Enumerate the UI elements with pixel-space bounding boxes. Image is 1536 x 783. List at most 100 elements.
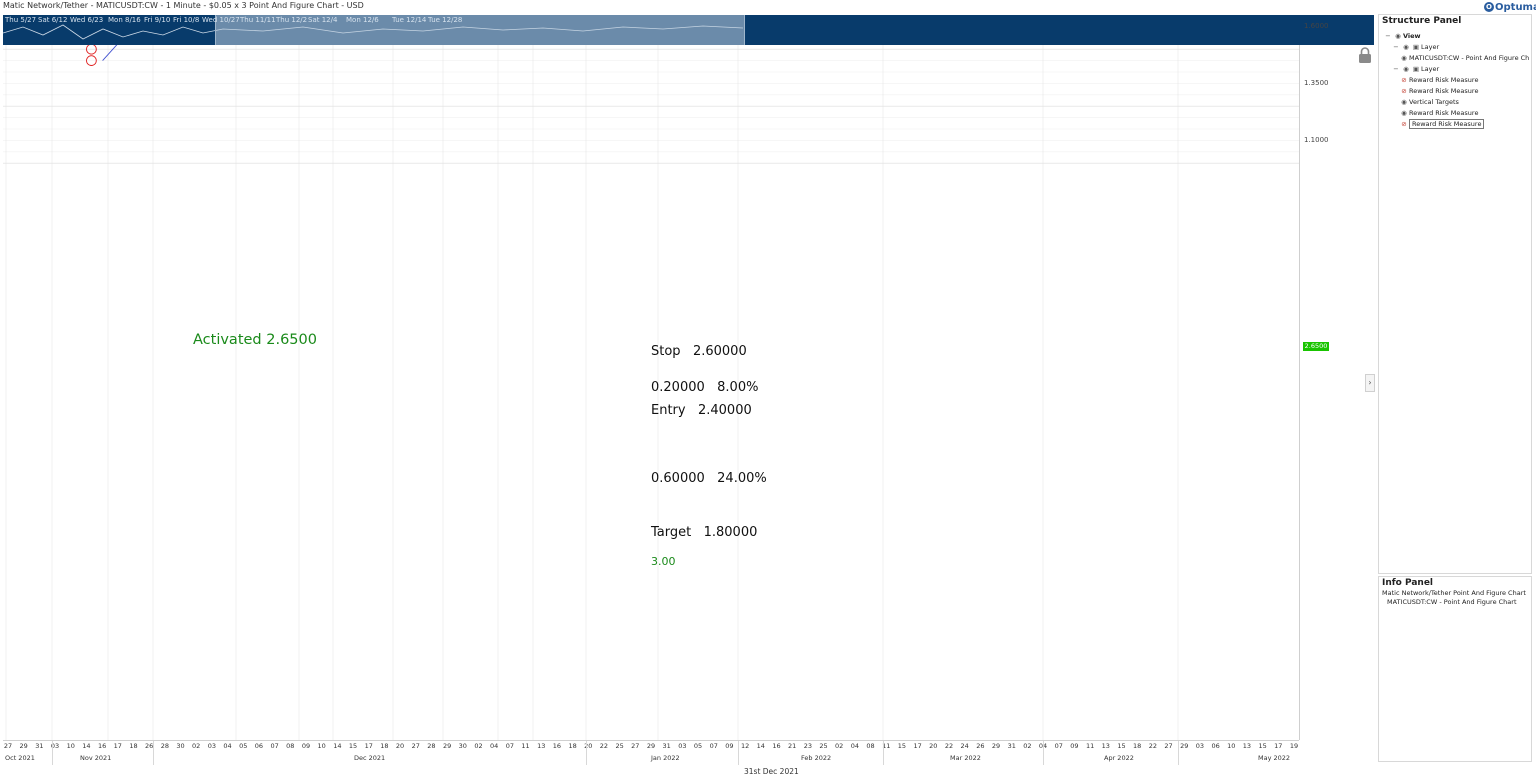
month-label: Mar 2022 [950,754,981,762]
date-tick-label: 16 [772,742,781,750]
date-tick-label: 25 [819,742,828,750]
date-tick-label: 12 [740,742,750,750]
date-tick-label: 11 [882,742,891,750]
info-panel-title: Info Panel [1382,578,1434,588]
overview-range-handle[interactable] [215,15,745,45]
overview-date-label: Fri 10/8 [173,16,200,24]
date-tick-label: 21 [788,742,797,750]
structure-item-label: Layer [1421,43,1440,51]
target-label: Target 1.80000 [651,525,758,540]
structure-item[interactable]: − ◉ ▣ Layer [1391,64,1439,74]
eye-off-icon[interactable]: ⊘ [1401,87,1407,95]
date-tick-label: 15 [348,742,358,750]
date-tick-label: 05 [239,742,248,750]
price-tick-label: 1.1000 [1304,136,1329,145]
date-tick-label: 16 [97,742,107,750]
structure-item-label: Reward Risk Measure [1409,119,1485,129]
date-tick-label: 08 [286,742,295,750]
date-tick-label: 07 [1054,742,1063,750]
last-price-badge: 2.6500 [1303,342,1329,351]
date-tick-label: 03 [678,742,687,750]
structure-item[interactable]: − ◉ View [1383,31,1421,41]
eye-icon[interactable]: ◉ [1403,65,1409,73]
price-tick-label: 1.3500 [1304,79,1329,88]
structure-item-label: View [1403,32,1421,40]
date-tick-label: 13 [1101,742,1110,750]
eye-icon[interactable]: ◉ [1395,32,1401,40]
month-label: Jan 2022 [651,754,680,762]
date-tick-label: 20 [395,742,405,750]
date-tick-label: 05 [693,742,703,750]
date-axis[interactable]: 27 29 31 03 10 14 16 17 18 26 28 30 02 03 04 05 06 07 08 09… [3,740,1299,765]
month-separator [883,741,884,765]
date-tick-label: 20 [584,742,593,750]
overview-date-label: Mon 8/16 [108,16,141,24]
date-tick-label: 18 [568,742,577,750]
month-label: Apr 2022 [1104,754,1134,762]
date-tick-label: 04 [850,742,860,750]
entry-label: Entry 2.40000 [651,403,752,418]
date-tick-label: 18 [129,742,138,750]
collapse-toggle-icon[interactable]: − [1393,43,1399,51]
structure-item-label: Reward Risk Measure [1409,109,1479,117]
eye-icon[interactable]: ◉ [1401,98,1407,106]
lock-icon[interactable]: ▣ [1412,65,1420,73]
date-tick-label: 27 [631,742,640,750]
overview-navigator[interactable]: Thu 5/27 Sat 6/12 Wed 6/23 Mon 8/16 Fri 9/10… [3,15,1374,45]
structure-item[interactable]: ◉ Reward Risk Measure [1399,108,1478,118]
date-tick-label: 29 [442,742,452,750]
eye-off-icon[interactable]: ⊘ [1401,76,1407,84]
date-tick-label: 06 [1211,742,1220,750]
date-tick-label: 26 [145,742,154,750]
lock-icon[interactable]: ▣ [1412,43,1420,51]
month-label: Dec 2021 [354,754,386,762]
date-tick-label: 25 [615,742,624,750]
date-tick-label: 14 [82,742,91,750]
structure-item[interactable]: ⊘ Reward Risk Measure [1399,75,1478,85]
support-trendline[interactable] [102,45,226,61]
eye-icon[interactable]: ◉ [1401,54,1407,62]
optuma-logo-icon: O [1484,2,1494,12]
date-tick-label: 14 [756,742,765,750]
date-tick-label: 27 [411,742,420,750]
date-tick-label: 02 [192,742,201,750]
current-date-label: 31st Dec 2021 [744,767,799,776]
date-tick-label: 20 [929,742,938,750]
date-tick-label: 19 [1289,742,1299,750]
risk-label: 0.20000 8.00% [651,380,759,395]
price-axis[interactable]: 3.85003.60003.35003.10002.85002.60002.35… [1299,22,1359,740]
structure-panel-title: Structure Panel [1382,16,1462,26]
grid [3,45,1299,740]
lock-button[interactable] [1356,46,1374,64]
date-tick-label: 15 [897,742,907,750]
structure-item[interactable]: ⊘ Reward Risk Measure [1399,119,1485,129]
eye-icon[interactable]: ◉ [1403,43,1409,51]
structure-item[interactable]: ◉ MATICUSDT:CW - Point And Figure Ch [1399,53,1529,63]
eye-off-icon[interactable]: ⊘ [1401,120,1407,128]
chart-title: Matic Network/Tether - MATICUSDT:CW - 1 … [3,1,364,10]
structure-item[interactable]: ⊘ Reward Risk Measure [1399,86,1478,96]
date-tick-label: 09 [301,742,311,750]
date-tick-label: 18 [380,742,389,750]
structure-item[interactable]: ◉ Vertical Targets [1399,97,1459,107]
date-tick-label: 22 [599,742,609,750]
collapse-toggle-icon[interactable]: − [1393,65,1399,73]
collapse-toggle-icon[interactable]: − [1385,32,1391,40]
date-tick-label: 17 [913,742,922,750]
pnf-chart-plot[interactable] [3,45,1299,740]
expand-panel-button[interactable]: › [1365,374,1375,392]
overview-date-label: Thu 5/27 [5,16,37,24]
date-tick-label: 16 [552,742,562,750]
chevron-right-icon: › [1368,378,1372,387]
month-label: Nov 2021 [80,754,112,762]
eye-icon[interactable]: ◉ [1401,109,1407,117]
date-tick-label: 28 [427,742,436,750]
date-tick-label: 03 [50,742,60,750]
structure-item[interactable]: − ◉ ▣ Layer [1391,42,1439,52]
date-tick-label: 10 [317,742,326,750]
overview-date-label: Fri 9/10 [144,16,171,24]
date-tick-label: 11 [521,742,530,750]
date-tick-label: 26 [976,742,985,750]
overview-date-label: Tue 12/14 [392,16,427,24]
date-tick-label: 08 [866,742,875,750]
